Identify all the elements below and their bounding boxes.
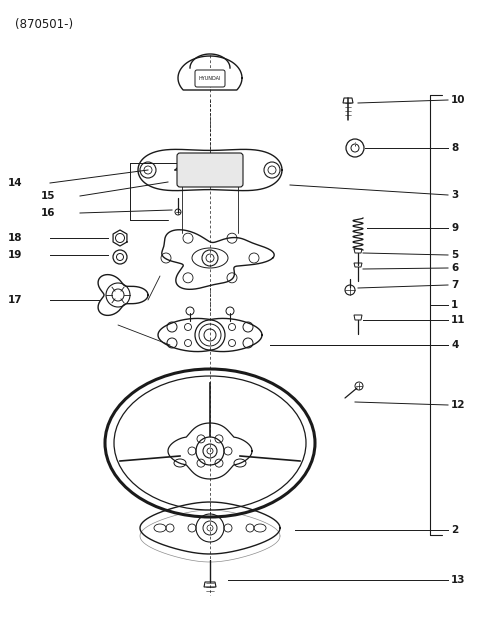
Text: 11: 11 bbox=[451, 315, 466, 325]
Text: 16: 16 bbox=[40, 208, 55, 218]
Text: HYUNDAI: HYUNDAI bbox=[199, 77, 221, 82]
FancyBboxPatch shape bbox=[195, 70, 225, 87]
FancyBboxPatch shape bbox=[177, 153, 243, 187]
Text: 13: 13 bbox=[451, 575, 466, 585]
Text: 18: 18 bbox=[8, 233, 22, 243]
Text: 15: 15 bbox=[40, 191, 55, 201]
Text: 14: 14 bbox=[7, 178, 22, 188]
Text: (870501-): (870501-) bbox=[15, 18, 73, 31]
Text: 19: 19 bbox=[8, 250, 22, 260]
Text: 2: 2 bbox=[451, 525, 458, 535]
Text: 5: 5 bbox=[451, 250, 458, 260]
Text: 17: 17 bbox=[7, 295, 22, 305]
Text: 10: 10 bbox=[451, 95, 466, 105]
Text: 6: 6 bbox=[451, 263, 458, 273]
Text: 4: 4 bbox=[451, 340, 458, 350]
Text: 7: 7 bbox=[451, 280, 458, 290]
Text: 12: 12 bbox=[451, 400, 466, 410]
Text: 8: 8 bbox=[451, 143, 458, 153]
Text: 1: 1 bbox=[451, 300, 458, 310]
Text: 3: 3 bbox=[451, 190, 458, 200]
Text: 9: 9 bbox=[451, 223, 458, 233]
